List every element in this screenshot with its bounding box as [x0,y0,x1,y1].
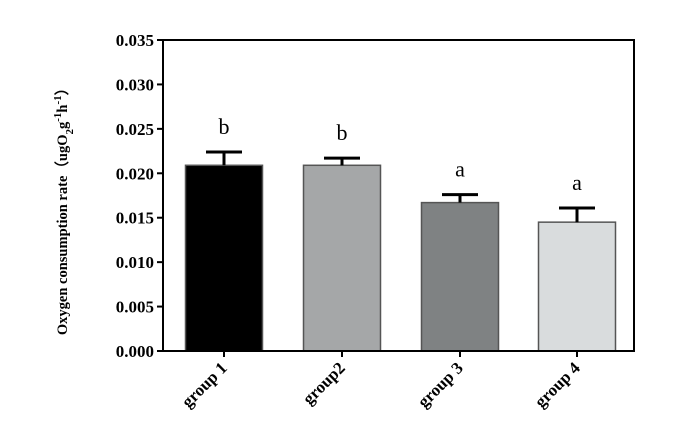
bars-layer [184,164,617,352]
bar [184,164,264,352]
x-category-label: group 3 [414,358,467,411]
significance-label: b [219,114,230,139]
y-tick-label: 0.020 [116,164,154,183]
y-tick-label: 0.015 [116,209,154,228]
bar [420,201,500,352]
x-category-label: group2 [299,358,349,408]
y-axis-label: Oxygen consumption rate（ugO2g-1h-1） [52,81,76,335]
y-axis-label-main: Oxygen consumption rate（ugO [53,135,71,336]
y-tick-label: 0.000 [116,342,154,361]
bar [537,221,617,352]
y-axis-label-mid1: g [55,121,71,129]
y-tick-label: 0.035 [116,31,154,50]
x-category-label: group 1 [178,358,231,411]
y-axis: 0.000 0.005 0.010 0.015 0.020 0.025 0.030 0.035 [116,31,163,361]
y-axis-label-sup2: -1 [52,95,64,104]
y-axis-label-sub: 2 [64,129,76,135]
y-axis-label-mid2: h [55,105,71,113]
bar [302,164,382,352]
significance-label: b [337,120,348,145]
y-tick-label: 0.010 [116,253,154,272]
error-bars-layer [206,150,595,223]
y-tick-label: 0.005 [116,298,154,317]
significance-labels-layer: b b a a [219,114,583,195]
y-tick-label: 0.025 [116,120,154,139]
y-axis-label-sup1: -1 [52,113,64,122]
x-axis: group 1 group2 group 3 group 4 [178,351,584,411]
y-tick-label: 0.030 [116,75,154,94]
significance-label: a [572,170,582,195]
y-axis-label-close: ） [53,81,71,96]
significance-label: a [455,157,465,182]
x-category-label: group 4 [531,358,584,411]
plot-frame [162,39,635,352]
